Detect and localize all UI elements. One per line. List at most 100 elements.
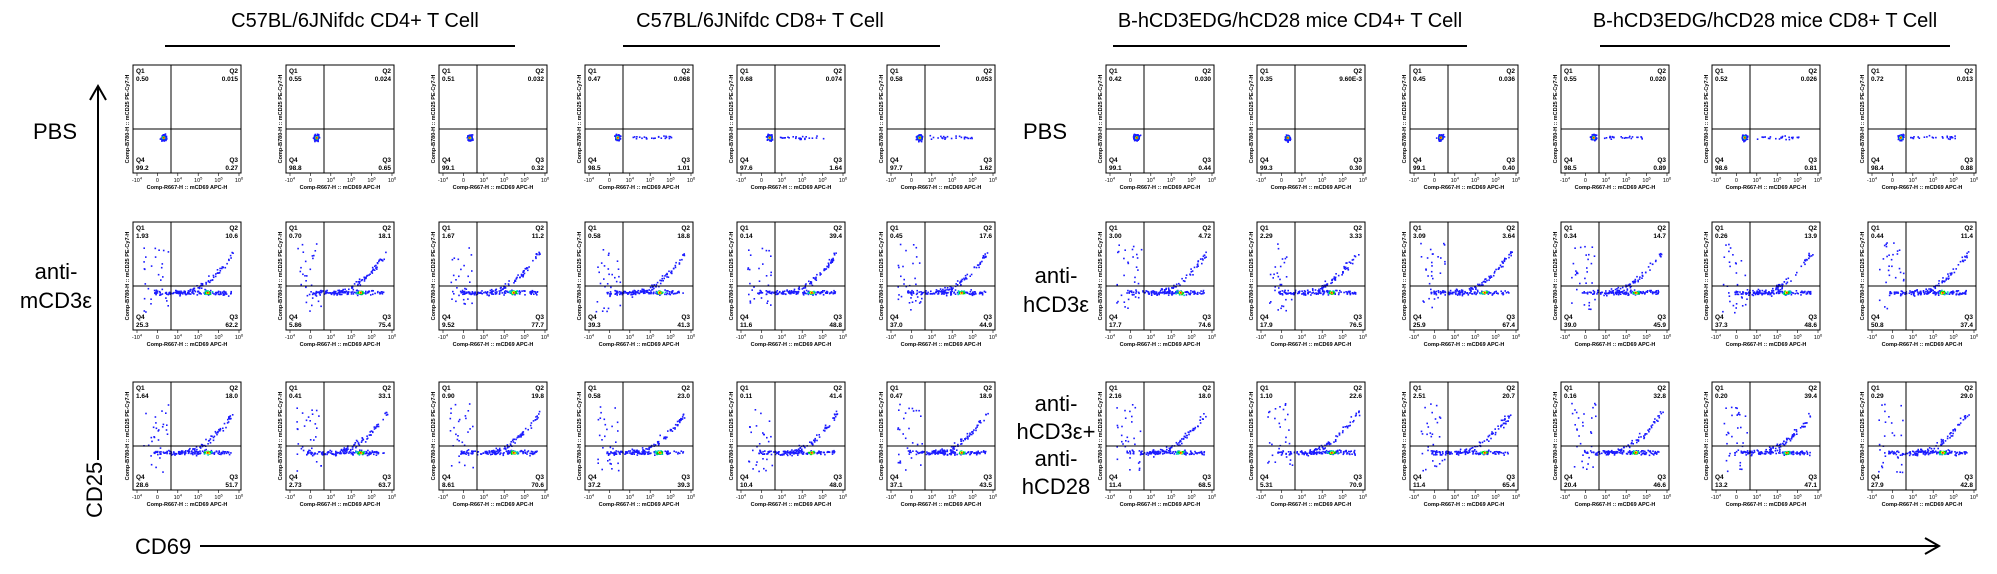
event-dot (1614, 288, 1617, 291)
event-dot (831, 261, 834, 263)
x-tick-label: 106 (839, 333, 848, 342)
event-dot (1344, 266, 1347, 269)
event-dot (219, 267, 221, 270)
quadrant-q3-label: Q3 (1202, 157, 1211, 164)
event-dot (812, 294, 814, 296)
event-dot (1282, 305, 1285, 308)
event-dot (1637, 280, 1639, 283)
event-dot (798, 137, 800, 140)
quadrant-q3-value: 0.40 (1502, 165, 1515, 172)
event-dot (311, 255, 314, 257)
event-dot (165, 297, 167, 299)
event-dot (910, 297, 912, 299)
event-dot (185, 293, 188, 296)
event-dot (503, 286, 505, 289)
event-dot (1459, 294, 1461, 296)
quadrant-q2-value: 0.020 (1650, 76, 1667, 83)
event-dot (201, 284, 204, 286)
quadrant-q3-value: 0.32 (531, 165, 544, 172)
event-dot (304, 275, 306, 277)
quadrant-q2-value: 0.024 (375, 76, 392, 83)
event-dot (481, 292, 483, 295)
event-dot (179, 292, 181, 294)
event-dot (1456, 294, 1459, 296)
event-dot (791, 291, 793, 293)
event-dot (1772, 287, 1774, 290)
event-dot (1593, 291, 1596, 293)
event-dot (1276, 272, 1279, 274)
event-dot (779, 290, 781, 293)
quadrant-q4-value: 99.3 (1260, 165, 1273, 172)
event-dot (916, 296, 919, 298)
quadrant-q1-value: 0.70 (289, 233, 302, 240)
event-dot (1347, 269, 1350, 271)
quadrant-q3-value: 45.9 (1653, 322, 1666, 329)
event-dot (359, 284, 362, 286)
event-dot (177, 290, 180, 293)
event-dot (1286, 134, 1289, 137)
x-tick-label: 105 (1471, 176, 1480, 185)
event-dot (1283, 291, 1286, 293)
event-dot (971, 137, 973, 140)
event-dot (183, 291, 186, 293)
x-tick-label: 105 (194, 176, 203, 185)
event-dot (1950, 136, 1953, 138)
event-dot (1491, 293, 1494, 296)
event-dot (812, 292, 815, 294)
quadrant-q2-label: Q2 (382, 225, 391, 232)
event-dot (770, 274, 772, 277)
event-dot (1323, 292, 1325, 295)
x-tick-label: 104 (778, 176, 787, 185)
event-dot (819, 292, 821, 295)
event-dot (604, 285, 606, 288)
event-dot (1137, 134, 1139, 136)
event-dot (365, 290, 367, 293)
event-dot (207, 294, 210, 296)
event-dot (918, 302, 921, 304)
event-dot (457, 258, 460, 261)
event-dot (1628, 136, 1630, 139)
event-dot (1137, 291, 1140, 294)
event-dot (641, 288, 643, 291)
event-dot (143, 310, 146, 312)
event-dot (1475, 287, 1477, 289)
event-dot (1660, 255, 1662, 258)
quadrant-q3-label: Q3 (833, 314, 842, 321)
event-dot (357, 290, 360, 292)
event-dot (959, 282, 961, 284)
event-density-cloud (1435, 133, 1446, 142)
event-dot (504, 290, 507, 292)
event-dot (766, 302, 768, 304)
x-tick-label: 0 (1584, 335, 1587, 341)
event-dot (371, 290, 373, 292)
event-dot (224, 292, 226, 295)
event-dot (955, 283, 957, 285)
quadrant-q2-label: Q2 (535, 68, 544, 75)
event-dot (1585, 282, 1587, 284)
event-dot (1164, 292, 1167, 295)
event-dot (949, 291, 952, 293)
event-dot (161, 293, 164, 295)
event-dot (1742, 293, 1744, 295)
event-dot (929, 134, 932, 137)
event-dot (166, 300, 168, 302)
event-dot (1318, 290, 1320, 293)
event-dot (765, 275, 768, 277)
event-dot (827, 266, 830, 269)
event-density-cloud (595, 249, 686, 313)
event-dot (221, 291, 224, 294)
event-dot (1587, 258, 1589, 261)
event-dot (1284, 137, 1287, 139)
event-dot (1574, 247, 1576, 249)
event-dot (197, 287, 199, 289)
event-dot (1800, 294, 1802, 296)
event-density-cloud (143, 247, 234, 313)
event-dot (659, 292, 661, 294)
event-dot (650, 292, 652, 295)
event-dot (1809, 293, 1812, 295)
event-dot (1628, 294, 1630, 296)
event-dot (1646, 290, 1649, 292)
event-dot (453, 293, 455, 295)
event-dot (956, 291, 959, 294)
